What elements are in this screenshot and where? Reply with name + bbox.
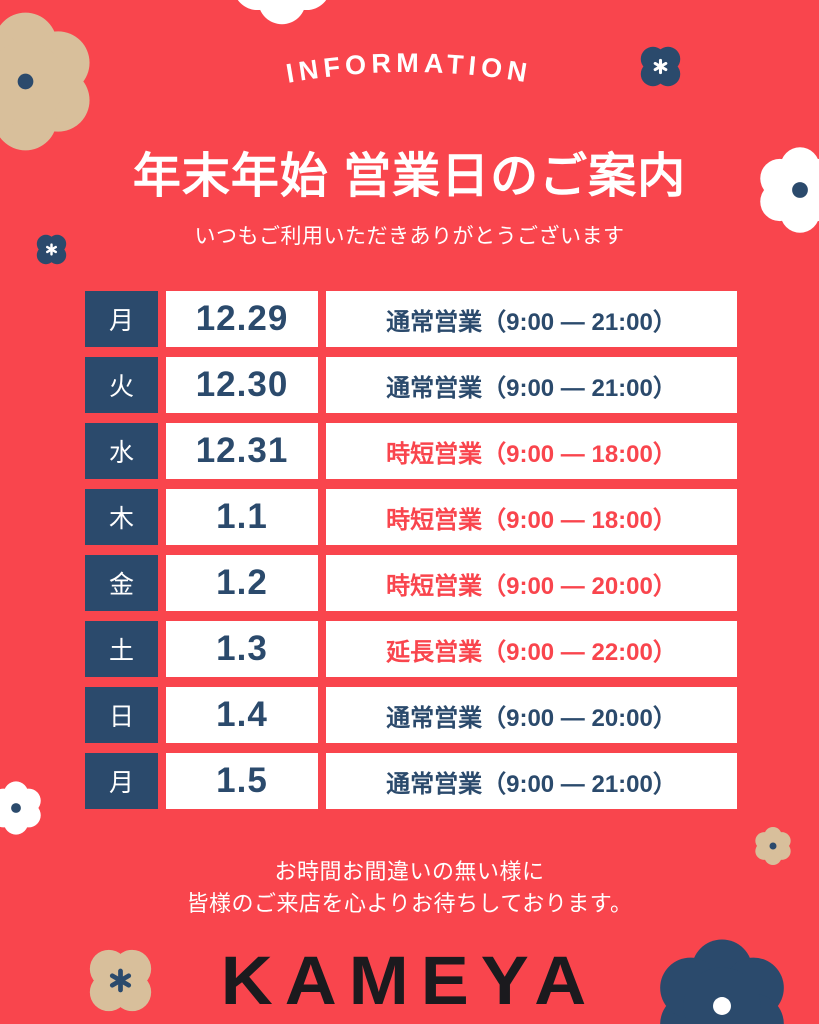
flower-top-left-icon xyxy=(0,12,90,151)
schedule-row: 金 1.2 時短営業 （9:00 ― 20:00） xyxy=(85,555,737,611)
time-range: （9:00 ― 20:00） xyxy=(482,704,677,732)
time-range: （9:00 ― 21:00） xyxy=(482,374,677,402)
hours-value: 通常営業 （9:00 ― 21:00） xyxy=(326,753,737,809)
information-arc: INFORMATION xyxy=(284,48,534,89)
hours-value: 通常営業 （9:00 ― 21:00） xyxy=(326,291,737,347)
hours-value: 時短営業 （9:00 ― 18:00） xyxy=(326,423,737,479)
time-range: （9:00 ― 18:00） xyxy=(482,506,677,534)
flower-left-icon xyxy=(36,234,67,265)
footer-message-line2: 皆様のご来店を心よりお待ちしております。 xyxy=(186,891,633,916)
day-label: 水 xyxy=(85,423,158,479)
day-label: 土 xyxy=(85,621,158,677)
hours-value: 時短営業 （9:00 ― 18:00） xyxy=(326,489,737,545)
flower-center-dot xyxy=(11,803,21,813)
hours-value: 延長営業 （9:00 ― 22:00） xyxy=(326,621,737,677)
time-range: （9:00 ― 20:00） xyxy=(482,572,677,600)
date-value: 12.29 xyxy=(166,291,318,347)
day-label: 月 xyxy=(85,753,158,809)
flower-right-icon xyxy=(760,147,819,233)
status-label: 通常営業 xyxy=(386,770,483,798)
flower-right-small-icon xyxy=(755,827,791,865)
day-label: 日 xyxy=(85,687,158,743)
schedule-row: 日 1.4 通常営業 （9:00 ― 20:00） xyxy=(85,687,737,743)
asterisk-icon xyxy=(109,968,132,993)
brand-logo: KAMEYA xyxy=(220,943,599,1019)
flower-center-dot xyxy=(17,73,34,90)
page-subtitle: いつもご利用いただきありがとうございます xyxy=(194,225,625,248)
asterisk-icon xyxy=(653,58,668,75)
date-value: 1.2 xyxy=(166,555,318,611)
flower-center-dot xyxy=(769,842,777,850)
status-label: 延長営業 xyxy=(386,638,483,666)
date-value: 1.1 xyxy=(166,489,318,545)
status-label: 通常営業 xyxy=(386,704,483,732)
schedule-table: 月 12.29 通常営業 （9:00 ― 21:00） 火 12.30 通常営業（… xyxy=(85,291,737,809)
hours-value: 通常営業 （9:00 ― 21:00） xyxy=(326,357,737,413)
footer-message: お時間お間違いの無い様に 皆様のご来店を心よりお待ちしております。 xyxy=(0,856,819,920)
hours-value: 時短営業 （9:00 ― 20:00） xyxy=(326,555,737,611)
schedule-row: 木 1.1 時短営業 （9:00 ― 18:00） xyxy=(85,489,737,545)
asterisk-icon xyxy=(46,243,57,256)
date-value: 12.30 xyxy=(166,357,318,413)
hours-value: 通常営業 （9:00 ― 20:00） xyxy=(326,687,737,743)
svg-text:INFORMATION: INFORMATION xyxy=(284,48,534,89)
schedule-row: 月 1.5 通常営業 （9:00 ― 21:00） xyxy=(85,753,737,809)
status-label: 通常営業 xyxy=(386,308,483,336)
flower-bottom-right-icon xyxy=(660,939,784,1024)
date-value: 12.31 xyxy=(166,423,318,479)
page-title: 年末年始 営業日のご案内 xyxy=(132,150,687,203)
flower-center-dot xyxy=(792,182,808,198)
day-label: 月 xyxy=(85,291,158,347)
flower-top-center-icon xyxy=(237,0,327,25)
status-label: 時短営業 xyxy=(386,506,483,534)
day-label: 金 xyxy=(85,555,158,611)
day-label: 木 xyxy=(85,489,158,545)
time-range: （9:00 ― 18:00） xyxy=(482,440,677,468)
status-label: 通常営業 xyxy=(386,374,483,402)
date-value: 1.5 xyxy=(166,753,318,809)
time-range: （9:00 ― 21:00） xyxy=(482,770,677,798)
status-label: 時短営業 xyxy=(386,572,483,600)
eyebrow-text: INFORMATION xyxy=(284,48,529,89)
day-label: 火 xyxy=(85,357,158,413)
flower-bottom-left-icon xyxy=(89,949,152,1012)
schedule-row: 土 1.3 延長営業 （9:00 ― 22:00） xyxy=(85,621,737,677)
date-value: 1.3 xyxy=(166,621,318,677)
flower-top-right-icon xyxy=(640,46,681,87)
time-range: （9:00 ― 22:00） xyxy=(482,638,677,666)
status-label: 時短営業 xyxy=(386,440,483,468)
schedule-row: 火 12.30 通常営業 （9:00 ― 21:00） xyxy=(85,357,737,413)
schedule-row: 月 12.29 通常営業 （9:00 ― 21:00） xyxy=(85,291,737,347)
footer-message-line1: お時間お間違いの無い様に xyxy=(274,859,545,884)
flower-left-bottom-icon xyxy=(0,781,41,835)
flower-center-dot xyxy=(713,997,731,1015)
date-value: 1.4 xyxy=(166,687,318,743)
time-range: （9:00 ― 21:00） xyxy=(482,308,677,336)
schedule-row: 水 12.31 時短営業 （9:00 ― 18:00） xyxy=(85,423,737,479)
